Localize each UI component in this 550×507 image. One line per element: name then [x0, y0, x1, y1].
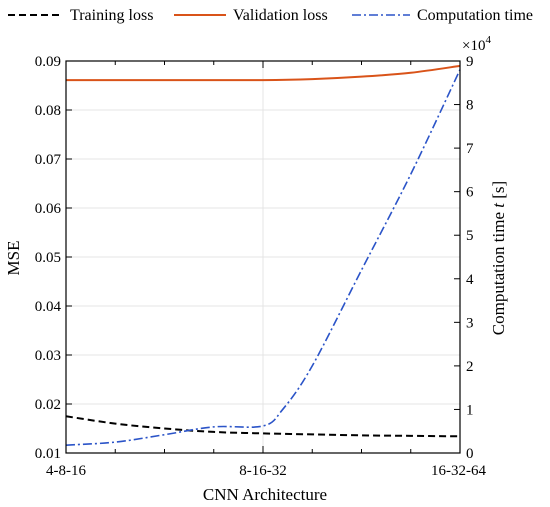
plot-frame: [65, 60, 461, 454]
multiplier-base: ×10: [462, 38, 485, 54]
tick-label-left: 0.07: [35, 152, 62, 168]
tick-label-right: 6: [466, 185, 474, 201]
tick-label-left: 0.03: [35, 348, 61, 364]
x-axis-label: CNN Architecture: [203, 485, 327, 504]
tick-label-left: 0.01: [35, 446, 61, 462]
tick-label-right: 9: [466, 54, 474, 70]
tick-label-left: 0.05: [35, 250, 61, 266]
tick-label-right: 4: [466, 272, 474, 288]
multiplier-exponent: 4: [485, 34, 491, 46]
tick-label-right: 1: [466, 402, 474, 418]
legend-label-computation-time: Computation time: [417, 7, 533, 24]
tick-label-left: 0.06: [35, 201, 62, 217]
y-axis-right-multiplier: ×104: [462, 34, 491, 54]
tick-label-x: 4-8-16: [46, 463, 86, 479]
y-axis-right-label-var: t: [489, 202, 508, 208]
tick-label-left: 0.08: [35, 103, 61, 119]
tick-label-right: 0: [466, 446, 474, 462]
tick-label-right: 3: [466, 315, 474, 331]
tick-labels: 0.01 0.02 0.03 0.04 0.05 0.06 0.07 0.08 0.09 0 1 2 3…: [35, 54, 487, 479]
tick-label-right: 2: [466, 359, 474, 375]
series-lines: [65, 64, 461, 446]
tick-label-x: 8-16-32: [239, 463, 287, 479]
tick-label-right: 8: [466, 98, 474, 114]
tick-label-left: 0.04: [35, 299, 62, 315]
gridlines: [66, 61, 460, 453]
tick-label-left: 0.02: [35, 397, 61, 413]
tick-label-left: 0.09: [35, 54, 61, 70]
legend: Training loss Validation loss Computatio…: [8, 7, 533, 24]
axes: [65, 60, 461, 454]
tick-label-x: 16-32-64: [431, 463, 486, 479]
tick-label-right: 5: [466, 228, 474, 244]
tick-label-right: 7: [466, 141, 474, 157]
y-axis-right-label-unit: [s]: [489, 181, 508, 203]
y-axis-left-label: MSE: [4, 241, 23, 276]
y-axis-right-label: Computation time t [s]: [489, 181, 508, 335]
legend-label-validation-loss: Validation loss: [233, 7, 328, 24]
series-line-computation-time: [65, 69, 461, 446]
legend-label-training-loss: Training loss: [70, 7, 153, 24]
series-line-training-loss: [65, 415, 461, 438]
series-line-validation-loss: [66, 64, 461, 82]
y-axis-right-label-main: Computation time: [489, 208, 508, 336]
